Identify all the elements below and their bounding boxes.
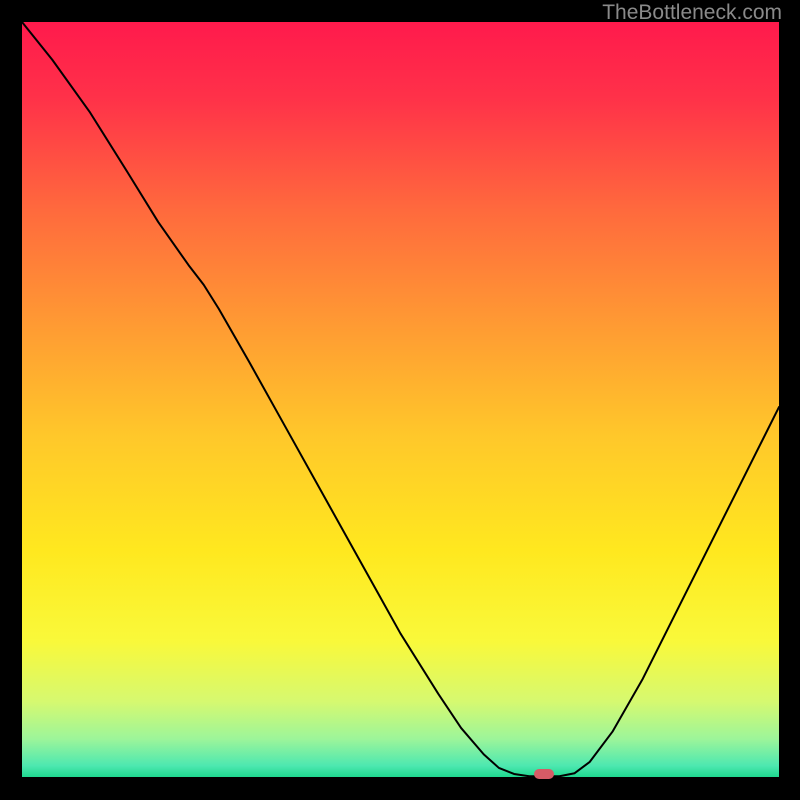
gradient-background (22, 22, 779, 777)
optimal-marker (534, 766, 554, 784)
plot-svg (22, 22, 779, 777)
marker-svg (534, 769, 554, 779)
plot-area (22, 22, 779, 777)
marker-pill (534, 769, 554, 779)
chart-stage: TheBottleneck.com (0, 0, 800, 800)
watermark-text: TheBottleneck.com (602, 1, 782, 25)
